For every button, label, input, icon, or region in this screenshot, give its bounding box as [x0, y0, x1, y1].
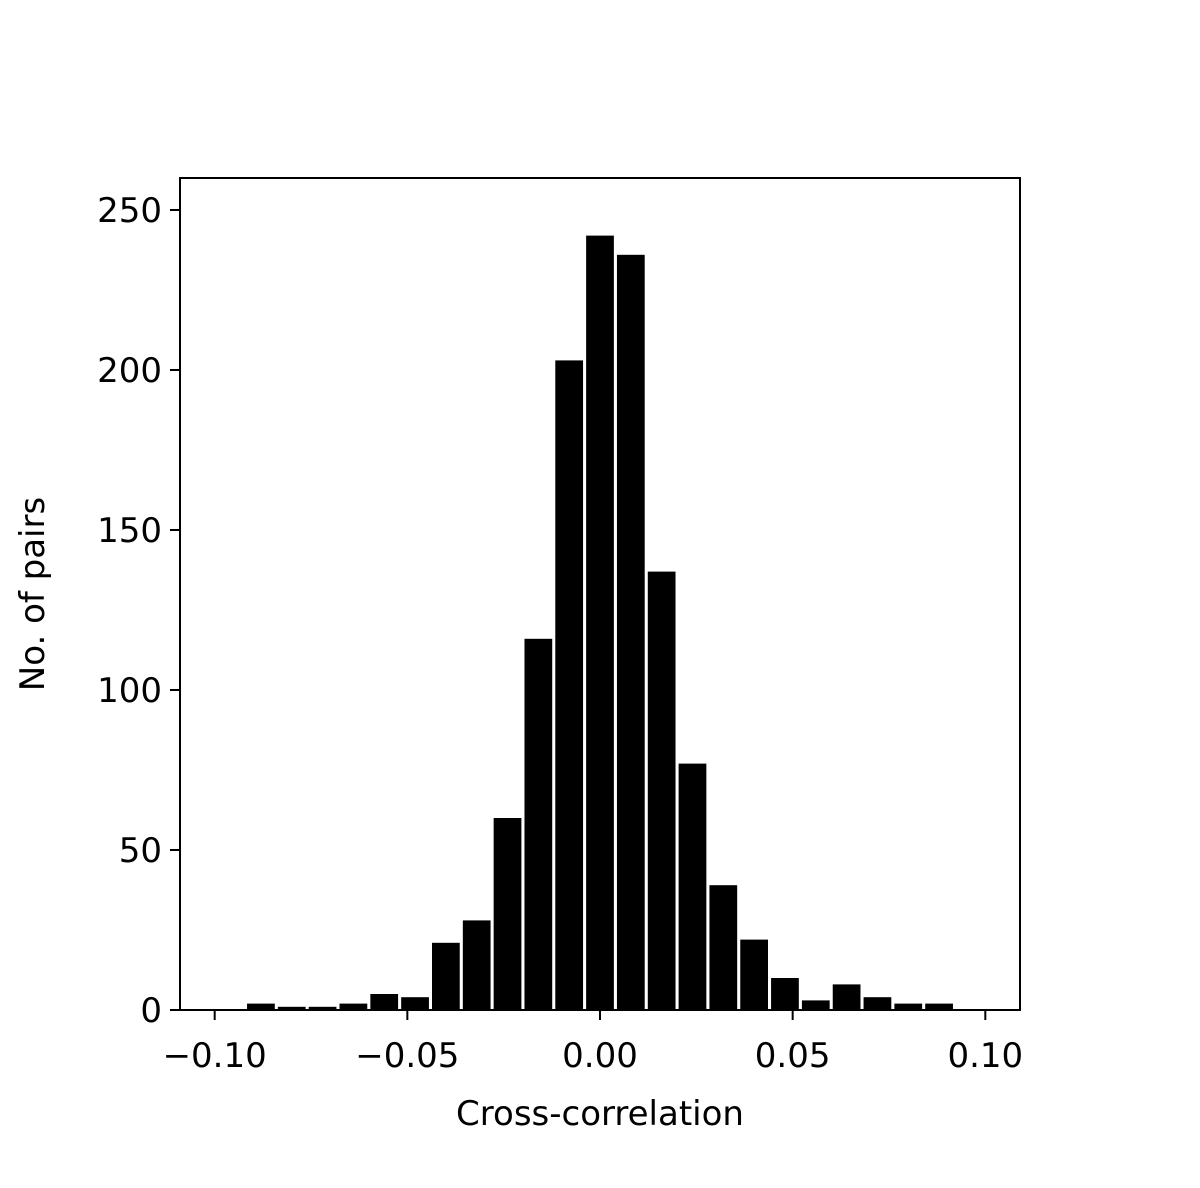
bar: [308, 1006, 337, 1010]
bar: [863, 997, 892, 1010]
bar: [894, 1003, 923, 1010]
bar: [925, 1003, 953, 1010]
bar: [616, 254, 645, 1011]
y-tick-label: 100: [97, 671, 162, 711]
bar: [709, 885, 738, 1010]
y-tick-label: 250: [97, 191, 162, 231]
x-tick-label: 0.10: [947, 1036, 1023, 1076]
bar: [277, 1006, 306, 1010]
bar: [493, 818, 522, 1010]
bar: [586, 235, 614, 1011]
bar: [247, 1003, 275, 1010]
y-axis-label: No. of pairs: [13, 497, 53, 691]
y-tick-label: 50: [119, 831, 162, 871]
y-tick-label: 0: [140, 991, 162, 1031]
bar: [370, 994, 399, 1010]
bar: [524, 638, 553, 1010]
bar: [771, 978, 799, 1010]
x-tick-label: −0.05: [355, 1036, 459, 1076]
bar: [740, 939, 768, 1010]
bar: [401, 997, 429, 1010]
x-tick-label: −0.10: [163, 1036, 267, 1076]
bar: [801, 1000, 830, 1010]
x-tick-label: 0.05: [755, 1036, 831, 1076]
y-tick-label: 150: [97, 511, 162, 551]
y-tick-label: 200: [97, 351, 162, 391]
x-axis-label: Cross-correlation: [456, 1094, 744, 1134]
plot-frame: [179, 177, 1021, 1011]
bar: [555, 360, 584, 1010]
bar: [647, 571, 676, 1010]
bar: [339, 1003, 368, 1010]
x-tick-label: 0.00: [562, 1036, 638, 1076]
bar: [432, 942, 460, 1010]
bar: [678, 763, 707, 1010]
bar: [832, 984, 861, 1010]
bar: [462, 920, 491, 1010]
